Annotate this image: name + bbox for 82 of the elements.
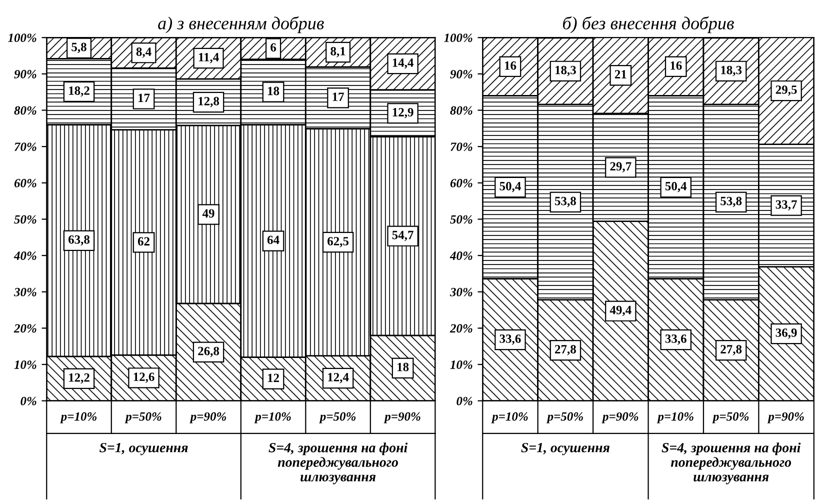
data-label: 33,7: [776, 200, 797, 211]
x-tick-label: p=90%: [384, 412, 420, 424]
data-label: 6: [270, 43, 276, 52]
data-label: 12: [268, 374, 279, 382]
text: S=1, осушення: [100, 442, 188, 456]
y-tick-label: 0%: [456, 396, 472, 406]
data-label: 63,8: [68, 235, 90, 246]
text: S=4, зрошення на фоні попереджувального шлюзування: [662, 442, 801, 484]
data-label: 50,4: [665, 182, 687, 192]
data-label: 27,8: [555, 345, 576, 356]
x-tick-label: p=50%: [712, 412, 749, 424]
x-tick-label: p=10%: [491, 412, 528, 424]
data-label: 33,6: [500, 334, 521, 345]
y-tick-label: 80%: [450, 106, 472, 115]
y-tick-label: 20%: [450, 324, 472, 333]
y-tick-label: 40%: [14, 252, 36, 260]
y-tick-label: 10%: [450, 360, 472, 369]
y-tick-label: 100%: [444, 34, 472, 42]
data-label: 12,4: [328, 373, 349, 384]
data-label: 62: [138, 237, 150, 246]
data-label: 64: [267, 236, 280, 244]
data-label: 29,5: [776, 86, 797, 96]
data-label: 12,6: [134, 372, 154, 383]
data-label: 62,5: [328, 236, 349, 248]
data-label: 18: [268, 86, 280, 96]
y-tick-label: 10%: [14, 360, 36, 369]
data-label: 49,4: [610, 306, 632, 316]
data-label: 21: [614, 70, 626, 78]
data-label: 16: [504, 61, 516, 70]
y-tick-label: 90%: [14, 70, 36, 78]
data-label: 50,4: [500, 182, 521, 192]
data-label: 26,8: [198, 346, 220, 358]
data-label: 12,8: [198, 96, 220, 108]
x-tick-label: p=50%: [546, 412, 583, 424]
data-label: 14,4: [392, 58, 414, 69]
text: S=4, зрошення на фоні попереджувального шлюзування: [268, 442, 408, 484]
y-tick-label: 30%: [14, 288, 36, 296]
data-label: 53,8: [720, 196, 742, 208]
data-label: 16: [670, 61, 682, 70]
y-tick-label: 60%: [14, 178, 36, 188]
y-tick-label: 40%: [450, 252, 472, 260]
data-label: 33,6: [665, 334, 686, 345]
y-tick-label: 70%: [450, 142, 472, 152]
x-tick-label: p=90%: [767, 412, 804, 424]
data-label: 53,8: [555, 196, 576, 208]
y-tick-label: 20%: [14, 324, 36, 333]
data-label: 17: [332, 92, 344, 101]
data-label: 54,7: [392, 230, 414, 242]
data-label: 18,3: [556, 66, 576, 76]
data-label: 36,9: [776, 328, 797, 339]
x-tick-label: p=50%: [319, 412, 356, 424]
x-tick-label: p=90%: [189, 412, 226, 424]
y-tick-label: 60%: [450, 178, 472, 188]
data-label: 8,4: [136, 48, 152, 58]
y-tick-label: 90%: [450, 70, 472, 78]
x-tick-label: p=90%: [602, 412, 638, 424]
data-label: 49: [202, 209, 214, 218]
data-label: 27,8: [720, 345, 742, 356]
x-tick-label: p=10%: [656, 412, 694, 424]
y-tick-label: 50%: [450, 215, 472, 224]
text: S=1, осушення: [521, 442, 610, 456]
x-tick-label: p=50%: [124, 412, 162, 424]
data-label: 18: [398, 362, 409, 372]
x-tick-label: p=10%: [60, 412, 97, 424]
data-label: 11,4: [198, 53, 219, 64]
data-label: 12,2: [69, 373, 90, 384]
y-tick-label: 80%: [14, 106, 36, 115]
chart-title: а) з внесенням добрив: [158, 16, 324, 34]
y-tick-label: 100%: [8, 34, 36, 42]
data-label: 12,9: [392, 108, 414, 118]
y-tick-label: 50%: [14, 215, 36, 224]
y-tick-label: 0%: [20, 396, 36, 406]
y-tick-label: 70%: [14, 142, 36, 152]
x-tick-label: p=10%: [254, 412, 291, 424]
data-label: 29,7: [610, 162, 632, 172]
data-label: 18,2: [69, 86, 90, 97]
data-label: 17: [138, 94, 150, 102]
data-label: 8,1: [330, 46, 346, 58]
data-label: 18,3: [721, 66, 742, 76]
chart-title: б) без внесення добрив: [563, 16, 734, 34]
data-label: 5,8: [72, 42, 86, 54]
y-tick-label: 30%: [450, 288, 472, 296]
